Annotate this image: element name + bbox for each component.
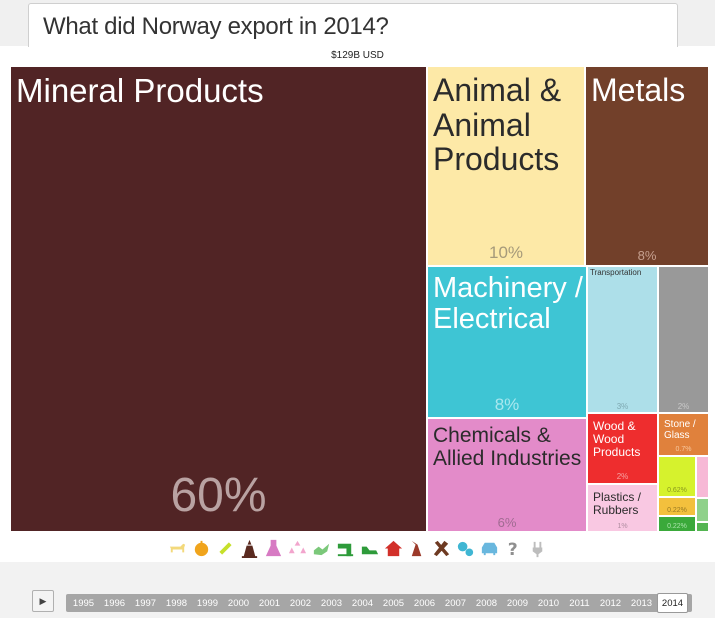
tile-share: 6% <box>497 515 517 530</box>
plastics-icon[interactable] <box>287 538 308 559</box>
tile-metals[interactable]: Metals 8% <box>585 66 709 266</box>
miscellaneous-icon[interactable] <box>527 538 548 559</box>
year-tick[interactable]: 1998 <box>165 597 188 609</box>
tile-animal-animal-products[interactable]: Animal & Animal Products 10% <box>427 66 585 266</box>
year-tick[interactable]: 1995 <box>72 597 95 609</box>
tile-weapons[interactable] <box>696 522 709 532</box>
year-tick[interactable]: 2005 <box>382 597 405 609</box>
play-button[interactable]: ▶ <box>32 590 54 612</box>
total-value: $129B USD <box>331 50 384 61</box>
year-selected[interactable]: 2014 <box>657 593 688 613</box>
machinery-icon[interactable] <box>455 538 476 559</box>
year-tick[interactable]: 2011 <box>569 597 590 609</box>
tile-label: Wood & Wood Products <box>593 419 641 459</box>
year-tick[interactable]: 1997 <box>134 597 157 609</box>
animal-hides-icon[interactable] <box>311 538 332 559</box>
tile-stone-glass[interactable]: Stone / Glass 0.7% <box>658 413 709 456</box>
tile-share: 2% <box>616 472 629 481</box>
top-bar: What did Norway export in 2014? <box>0 0 715 47</box>
tile-label: Mineral Products <box>16 72 264 109</box>
tile-share: 8% <box>494 395 520 414</box>
tile-share: 3% <box>616 402 629 411</box>
year-tick[interactable]: 2001 <box>258 597 281 609</box>
stone-glass-icon[interactable] <box>383 538 404 559</box>
tile-label: Plastics / Rubbers <box>593 490 642 517</box>
tile-plastics-rubbers[interactable]: Plastics / Rubbers 1% <box>587 484 658 532</box>
year-tick[interactable]: 2013 <box>630 597 653 609</box>
year-tick[interactable]: 2010 <box>537 597 560 609</box>
tile-share: 0.22% <box>667 507 687 514</box>
year-tick[interactable]: 2009 <box>506 597 529 609</box>
tile-share: 0.7% <box>675 446 692 453</box>
unknown-icon[interactable]: ? <box>503 538 524 559</box>
animal-products-icon[interactable] <box>167 538 188 559</box>
tile-machinery-electrical[interactable]: Machinery / Electrical 8% <box>427 266 587 418</box>
svg-text:?: ? <box>508 540 518 559</box>
year-tick[interactable]: 2000 <box>227 597 250 609</box>
footwear-icon[interactable] <box>359 538 380 559</box>
mineral-products-icon[interactable] <box>239 538 260 559</box>
tile-share: 10% <box>488 243 524 262</box>
transportation-icon[interactable] <box>479 538 500 559</box>
tile-label: Machinery / Electrical <box>433 272 583 336</box>
vegetable-products-icon[interactable] <box>191 538 212 559</box>
tile-label: Transportation <box>590 268 642 277</box>
tile-vegetable-products[interactable]: 0.62% <box>658 456 696 497</box>
year-tick[interactable]: 2002 <box>289 597 312 609</box>
year-tick[interactable]: 2006 <box>413 597 436 609</box>
year-slider[interactable]: 1995 1996 1997 1998 1999 2000 2001 2002 2003 2004… <box>66 593 692 613</box>
treemap: Mineral Products 60% Animal & Animal Produ… <box>10 66 709 532</box>
tile-label: Metals <box>591 72 686 108</box>
year-tick[interactable]: 1999 <box>196 597 219 609</box>
tile-mineral-products[interactable]: Mineral Products 60% <box>10 66 427 532</box>
tile-share: 1% <box>617 523 628 530</box>
wood-products-icon[interactable] <box>407 538 428 559</box>
tile-share: 2% <box>677 402 690 411</box>
timeline: ▶ 1995 1996 1997 1998 1999 2000 2001 2002 2003 20… <box>0 562 715 618</box>
tile-share: 0.22% <box>667 523 687 530</box>
tile-footwear-and-headwear[interactable] <box>696 498 709 522</box>
tile-share: 8% <box>637 248 657 263</box>
metals-icon[interactable] <box>431 538 452 559</box>
tile-share: 60% <box>170 469 267 522</box>
tile-wood-wood-products[interactable]: Wood & Wood Products 2% <box>587 413 658 484</box>
tile-textiles[interactable]: 0.22% <box>658 516 696 532</box>
year-tick[interactable]: 2003 <box>320 597 343 609</box>
tile-animal-hides[interactable] <box>696 456 709 498</box>
play-icon: ▶ <box>39 595 47 606</box>
year-tick[interactable]: 2012 <box>599 597 622 609</box>
tile-label: Stone / Glass <box>664 419 696 441</box>
foodstuffs-icon[interactable] <box>215 538 236 559</box>
tile-label: Chemicals & Allied Industries <box>433 424 582 470</box>
tile-label: Animal & Animal Products <box>433 72 562 178</box>
tile-chemicals-allied-industries[interactable]: Chemicals & Allied Industries 6% <box>427 418 587 532</box>
textiles-icon[interactable] <box>335 538 356 559</box>
question-box[interactable]: What did Norway export in 2014? <box>28 3 678 47</box>
page-title: What did Norway export in 2014? <box>43 13 389 40</box>
tile-miscellaneous[interactable]: 2% <box>658 266 709 413</box>
year-tick[interactable]: 1996 <box>103 597 126 609</box>
year-tick[interactable]: 2008 <box>475 597 498 609</box>
year-tick[interactable]: 2007 <box>444 597 467 609</box>
year-tick[interactable]: 2004 <box>351 597 374 609</box>
tile-share: 0.62% <box>667 487 687 494</box>
chemicals-icon[interactable] <box>263 538 284 559</box>
tile-transportation[interactable]: Transportation 3% <box>587 266 658 413</box>
tile-foodstuffs[interactable]: 0.22% <box>658 497 696 516</box>
sector-legend: ? <box>0 534 715 562</box>
